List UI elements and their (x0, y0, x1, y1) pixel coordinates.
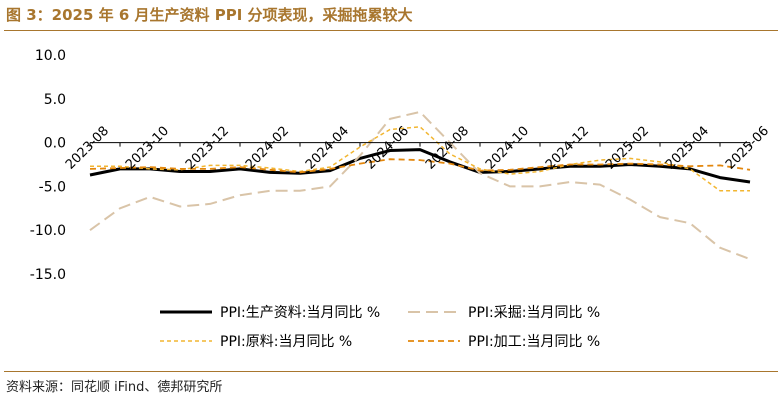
legend-label-1: PPI:采掘:当月同比 % (468, 305, 600, 321)
legend-label-2: PPI:原料:当月同比 % (220, 334, 352, 350)
x-tick-label: 2024-10 (483, 124, 532, 173)
footer-divider (4, 371, 778, 372)
chart-title: 图 3：2025 年 6 月生产资料 PPI 分项表现，采掘拖累较大 (6, 6, 413, 24)
legend-label-3: PPI:加工:当月同比 % (468, 334, 600, 350)
y-tick-label: -10.0 (30, 223, 66, 239)
series-line-3 (89, 158, 751, 174)
y-tick-label: -15.0 (30, 267, 66, 283)
x-tick-label: 2024-02 (243, 124, 292, 173)
x-axis (89, 142, 751, 147)
y-axis-ticks: 10.0 5.0 0.0 -5.0 -10.0 -15.0 (30, 48, 66, 283)
legend: PPI:生产资料:当月同比 % PPI:采掘:当月同比 % PPI:原料:当月同比 … (160, 305, 600, 350)
title-divider (4, 30, 778, 31)
legend-label-0: PPI:生产资料:当月同比 % (220, 305, 380, 321)
x-tick-label: 2023-10 (123, 124, 172, 173)
x-tick-label: 2024-08 (423, 124, 472, 173)
series-lines (89, 110, 751, 261)
y-tick-label: 0.0 (44, 136, 66, 152)
y-tick-label: -5.0 (39, 179, 66, 195)
x-tick-label: 2025-06 (723, 124, 772, 173)
series-line-0 (89, 148, 751, 184)
x-axis-tick-labels: 2023-08 2023-10 2023-12 2024-02 2024-04 2024-… (63, 124, 772, 173)
series-line-2 (90, 126, 750, 192)
x-tick-label: 2023-08 (63, 124, 112, 173)
y-tick-label: 5.0 (44, 92, 66, 108)
y-tick-label: 10.0 (35, 48, 66, 64)
source-note: 资料来源：同花顺 iFind、德邦研究所 (6, 380, 223, 395)
line-chart: 10.05.00.0-5.0-10.0-15.0 2023-08 2023-10 2… (30, 48, 772, 350)
